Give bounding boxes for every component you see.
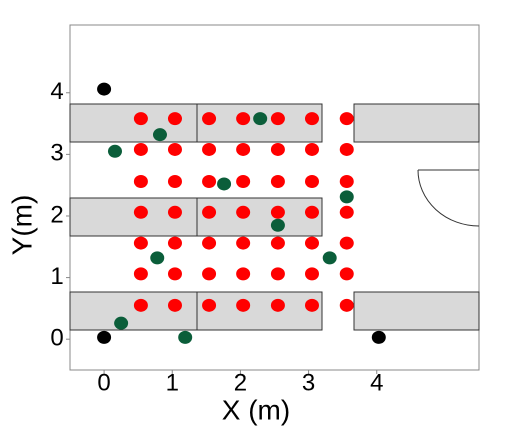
point <box>371 330 386 344</box>
shelf <box>69 103 323 143</box>
point <box>236 236 251 250</box>
y-tick-label: 2 <box>50 201 63 228</box>
point <box>114 316 129 330</box>
point <box>339 190 354 204</box>
point <box>304 205 319 219</box>
door <box>417 169 480 227</box>
point <box>202 142 217 156</box>
point <box>133 298 148 312</box>
point <box>339 267 354 281</box>
shelf <box>69 291 323 331</box>
point <box>133 142 148 156</box>
point <box>97 330 112 344</box>
point <box>304 267 319 281</box>
point <box>304 298 319 312</box>
point <box>133 174 148 188</box>
point <box>253 112 268 126</box>
point <box>107 144 122 158</box>
point <box>270 236 285 250</box>
point <box>133 267 148 281</box>
point <box>270 142 285 156</box>
point <box>167 298 182 312</box>
x-tick-label: 4 <box>370 369 383 396</box>
point <box>202 298 217 312</box>
point <box>217 177 232 191</box>
y-tick-label: 0 <box>50 325 63 352</box>
point <box>178 330 193 344</box>
point <box>167 267 182 281</box>
point <box>202 236 217 250</box>
point <box>339 205 354 219</box>
x-tick-label: 3 <box>302 369 315 396</box>
point <box>270 218 285 232</box>
point <box>304 142 319 156</box>
point <box>270 267 285 281</box>
point <box>236 205 251 219</box>
point <box>202 112 217 126</box>
y-tick-label: 1 <box>50 263 63 290</box>
door-arc <box>417 169 480 227</box>
point <box>236 142 251 156</box>
point <box>304 112 319 126</box>
point <box>202 267 217 281</box>
point <box>339 112 354 126</box>
shelf <box>353 291 480 331</box>
point <box>339 298 354 312</box>
y-tick-label: 4 <box>50 78 63 105</box>
shelf <box>353 103 480 143</box>
y-tick-label: 3 <box>50 140 63 167</box>
point <box>97 82 112 96</box>
point <box>152 128 167 142</box>
point <box>202 174 217 188</box>
point <box>133 236 148 250</box>
point <box>270 174 285 188</box>
point <box>133 112 148 126</box>
point <box>304 174 319 188</box>
y-axis-label: Y(m) <box>6 195 37 256</box>
point <box>270 205 285 219</box>
point <box>167 236 182 250</box>
point <box>202 205 217 219</box>
point <box>339 236 354 250</box>
point <box>236 112 251 126</box>
point <box>133 205 148 219</box>
point <box>304 236 319 250</box>
point <box>167 112 182 126</box>
point <box>339 142 354 156</box>
point <box>167 174 182 188</box>
x-tick-label: 0 <box>97 369 110 396</box>
point <box>322 251 337 265</box>
point <box>167 205 182 219</box>
x-axis-label: X (m) <box>222 394 290 425</box>
point <box>339 174 354 188</box>
x-tick-label: 2 <box>234 369 247 396</box>
point <box>236 174 251 188</box>
point <box>270 112 285 126</box>
point <box>167 142 182 156</box>
point <box>236 267 251 281</box>
point <box>150 251 165 265</box>
x-tick-label: 1 <box>166 369 179 396</box>
point <box>270 298 285 312</box>
shelf <box>69 197 323 237</box>
point <box>236 298 251 312</box>
